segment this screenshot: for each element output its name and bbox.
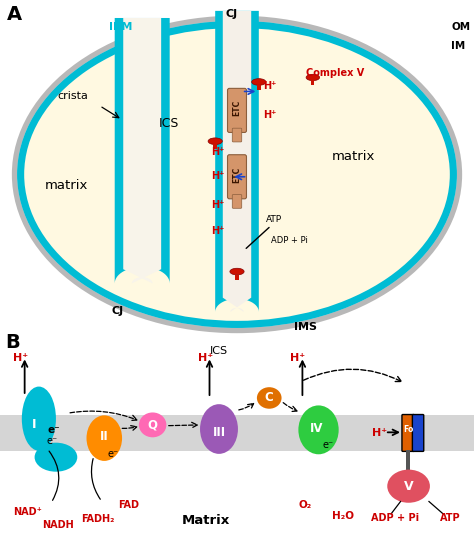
Text: NADH: NADH xyxy=(42,519,73,530)
Ellipse shape xyxy=(22,386,56,451)
Text: C: C xyxy=(265,391,273,404)
Text: IMS: IMS xyxy=(294,322,317,332)
Polygon shape xyxy=(215,11,259,312)
Text: ETC: ETC xyxy=(233,100,241,116)
FancyBboxPatch shape xyxy=(412,415,424,451)
Ellipse shape xyxy=(24,28,450,321)
Text: H⁺: H⁺ xyxy=(211,148,224,158)
Polygon shape xyxy=(115,18,170,283)
Text: B: B xyxy=(6,333,20,352)
Text: O₂: O₂ xyxy=(299,500,312,510)
Ellipse shape xyxy=(17,21,457,328)
Text: FAD: FAD xyxy=(118,500,139,510)
Text: I: I xyxy=(32,419,36,432)
Text: IV: IV xyxy=(310,422,323,435)
Text: H₂O: H₂O xyxy=(332,511,354,522)
Text: III: III xyxy=(212,426,226,439)
Text: H⁺: H⁺ xyxy=(198,353,213,362)
Polygon shape xyxy=(223,11,251,312)
Ellipse shape xyxy=(306,74,319,81)
Text: NAD⁺: NAD⁺ xyxy=(13,507,42,517)
Text: H⁺: H⁺ xyxy=(263,81,276,91)
Text: e⁻: e⁻ xyxy=(46,437,58,446)
Ellipse shape xyxy=(208,138,222,144)
Text: FADH₂: FADH₂ xyxy=(82,514,115,524)
FancyBboxPatch shape xyxy=(402,415,414,451)
Text: CJ: CJ xyxy=(111,306,124,316)
Text: crista: crista xyxy=(57,90,88,101)
Ellipse shape xyxy=(86,415,122,461)
Text: ETC: ETC xyxy=(233,166,241,183)
Text: A: A xyxy=(7,5,22,25)
Text: H⁺: H⁺ xyxy=(372,428,387,439)
Text: ICS: ICS xyxy=(210,347,228,356)
Text: ATP: ATP xyxy=(266,215,283,224)
Ellipse shape xyxy=(387,470,430,502)
FancyBboxPatch shape xyxy=(228,88,246,132)
Polygon shape xyxy=(257,85,261,90)
Text: e⁻: e⁻ xyxy=(323,440,334,450)
Text: ATP: ATP xyxy=(440,513,461,523)
Text: IBM: IBM xyxy=(109,22,132,32)
Text: Q: Q xyxy=(147,419,158,432)
FancyBboxPatch shape xyxy=(228,155,246,199)
Ellipse shape xyxy=(35,443,77,471)
Text: H⁺: H⁺ xyxy=(290,353,305,362)
Text: H⁺: H⁺ xyxy=(13,353,28,362)
Ellipse shape xyxy=(17,21,457,328)
Ellipse shape xyxy=(252,78,266,85)
Ellipse shape xyxy=(12,16,462,333)
FancyBboxPatch shape xyxy=(232,195,242,208)
Text: Fo: Fo xyxy=(403,425,413,433)
Ellipse shape xyxy=(257,387,282,409)
Text: Matrix: Matrix xyxy=(182,514,230,528)
Text: IM: IM xyxy=(451,41,465,51)
Text: ADP + Pi: ADP + Pi xyxy=(371,513,419,523)
Text: H⁺: H⁺ xyxy=(211,226,224,235)
Text: CJ: CJ xyxy=(225,9,237,19)
Text: H⁺: H⁺ xyxy=(263,111,276,120)
Text: II: II xyxy=(100,430,109,443)
Polygon shape xyxy=(311,80,314,85)
Ellipse shape xyxy=(139,413,166,437)
Polygon shape xyxy=(213,144,217,149)
Ellipse shape xyxy=(230,268,244,275)
Text: e⁻: e⁻ xyxy=(47,425,60,435)
Bar xyxy=(406,450,410,471)
Text: matrix: matrix xyxy=(332,150,375,163)
Text: ICS: ICS xyxy=(159,117,179,130)
Polygon shape xyxy=(123,18,161,283)
FancyBboxPatch shape xyxy=(232,128,242,142)
Bar xyxy=(0,415,474,451)
Text: V: V xyxy=(404,480,413,493)
Text: matrix: matrix xyxy=(45,179,89,192)
Text: Complex V: Complex V xyxy=(306,68,364,78)
Text: OM: OM xyxy=(451,22,470,32)
Text: H⁺: H⁺ xyxy=(211,199,224,210)
Text: H⁺: H⁺ xyxy=(211,171,224,181)
Text: e⁻: e⁻ xyxy=(107,449,118,459)
Text: ADP + Pi: ADP + Pi xyxy=(271,236,308,245)
Ellipse shape xyxy=(200,404,238,454)
Polygon shape xyxy=(235,275,239,280)
Ellipse shape xyxy=(299,405,338,455)
